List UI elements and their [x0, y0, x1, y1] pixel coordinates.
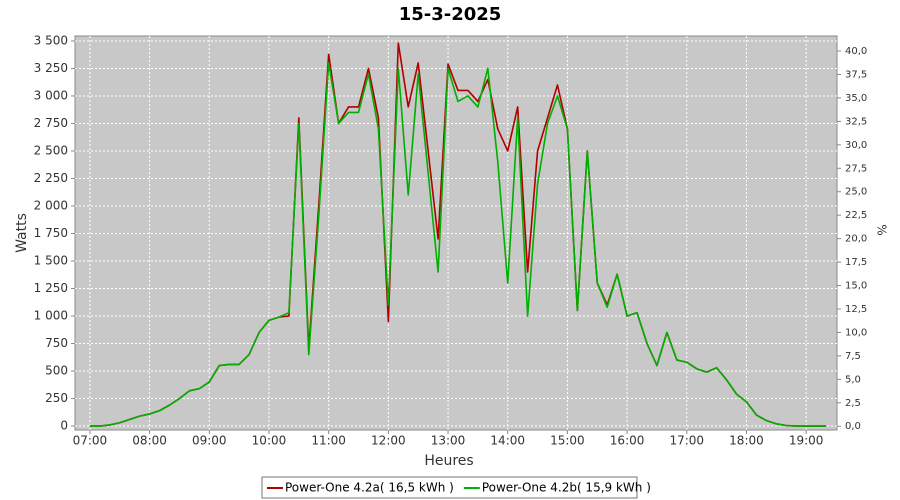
legend-label: Power-One 4.2b( 15,9 kWh )	[482, 481, 651, 495]
x-tick-label: 07:00	[73, 434, 108, 448]
y-tick-label: 500	[45, 364, 68, 378]
x-tick-label: 15:00	[550, 434, 585, 448]
y-tick-label: 2 250	[34, 171, 68, 185]
y-tick-label: 3 250	[34, 61, 68, 75]
y2-tick-label: 40,0	[845, 46, 867, 57]
y2-tick-label: 35,0	[845, 93, 867, 104]
x-tick-label: 08:00	[132, 434, 167, 448]
y2-tick-label: 12,5	[845, 304, 867, 315]
x-tick-label: 17:00	[669, 434, 704, 448]
x-tick-label: 13:00	[431, 434, 466, 448]
x-tick-label: 09:00	[192, 434, 227, 448]
y-tick-label: 750	[45, 336, 68, 350]
y-tick-label: 1 250	[34, 281, 68, 295]
y2-tick-label: 32,5	[845, 116, 867, 127]
y-tick-label: 3 000	[34, 88, 68, 102]
y2-tick-label: 5,0	[845, 374, 861, 385]
y-tick-label: 0	[60, 419, 68, 433]
x-tick-label: 10:00	[252, 434, 287, 448]
y-axis-label: Watts	[14, 213, 30, 253]
chart-title: 15-3-2025	[399, 4, 502, 25]
y2-tick-label: 22,5	[845, 210, 867, 221]
y-tick-label: 1 750	[34, 226, 68, 240]
y2-tick-label: 30,0	[845, 140, 867, 151]
y-tick-label: 1 500	[34, 254, 68, 268]
legend-label: Power-One 4.2a( 16,5 kWh )	[285, 481, 454, 495]
x-tick-label: 19:00	[789, 434, 824, 448]
y2-tick-label: 10,0	[845, 327, 867, 338]
y-tick-label: 250	[45, 391, 68, 405]
y2-tick-label: 37,5	[845, 69, 867, 80]
y-tick-label: 2 500	[34, 143, 68, 157]
y2-tick-label: 15,0	[845, 281, 867, 292]
y-tick-label: 3 500	[34, 33, 68, 47]
y2-axis-label: %	[875, 224, 889, 235]
x-axis-label: Heures	[424, 453, 473, 469]
x-tick-label: 12:00	[371, 434, 406, 448]
y2-tick-label: 17,5	[845, 257, 867, 268]
x-tick-label: 14:00	[490, 434, 525, 448]
y2-tick-label: 2,5	[845, 398, 861, 409]
x-tick-label: 18:00	[729, 434, 764, 448]
x-tick-label: 11:00	[311, 434, 346, 448]
y2-tick-label: 7,5	[845, 351, 861, 362]
y-tick-label: 1 000	[34, 309, 68, 323]
x-tick-label: 16:00	[610, 434, 645, 448]
y-tick-label: 2 750	[34, 116, 68, 130]
y-tick-label: 2 000	[34, 198, 68, 212]
y2-tick-label: 25,0	[845, 187, 867, 198]
series-line	[89, 62, 827, 427]
legend	[261, 476, 638, 499]
y2-tick-label: 20,0	[845, 234, 867, 245]
y2-tick-label: 27,5	[845, 163, 867, 174]
y2-tick-label: 0,0	[845, 421, 861, 432]
